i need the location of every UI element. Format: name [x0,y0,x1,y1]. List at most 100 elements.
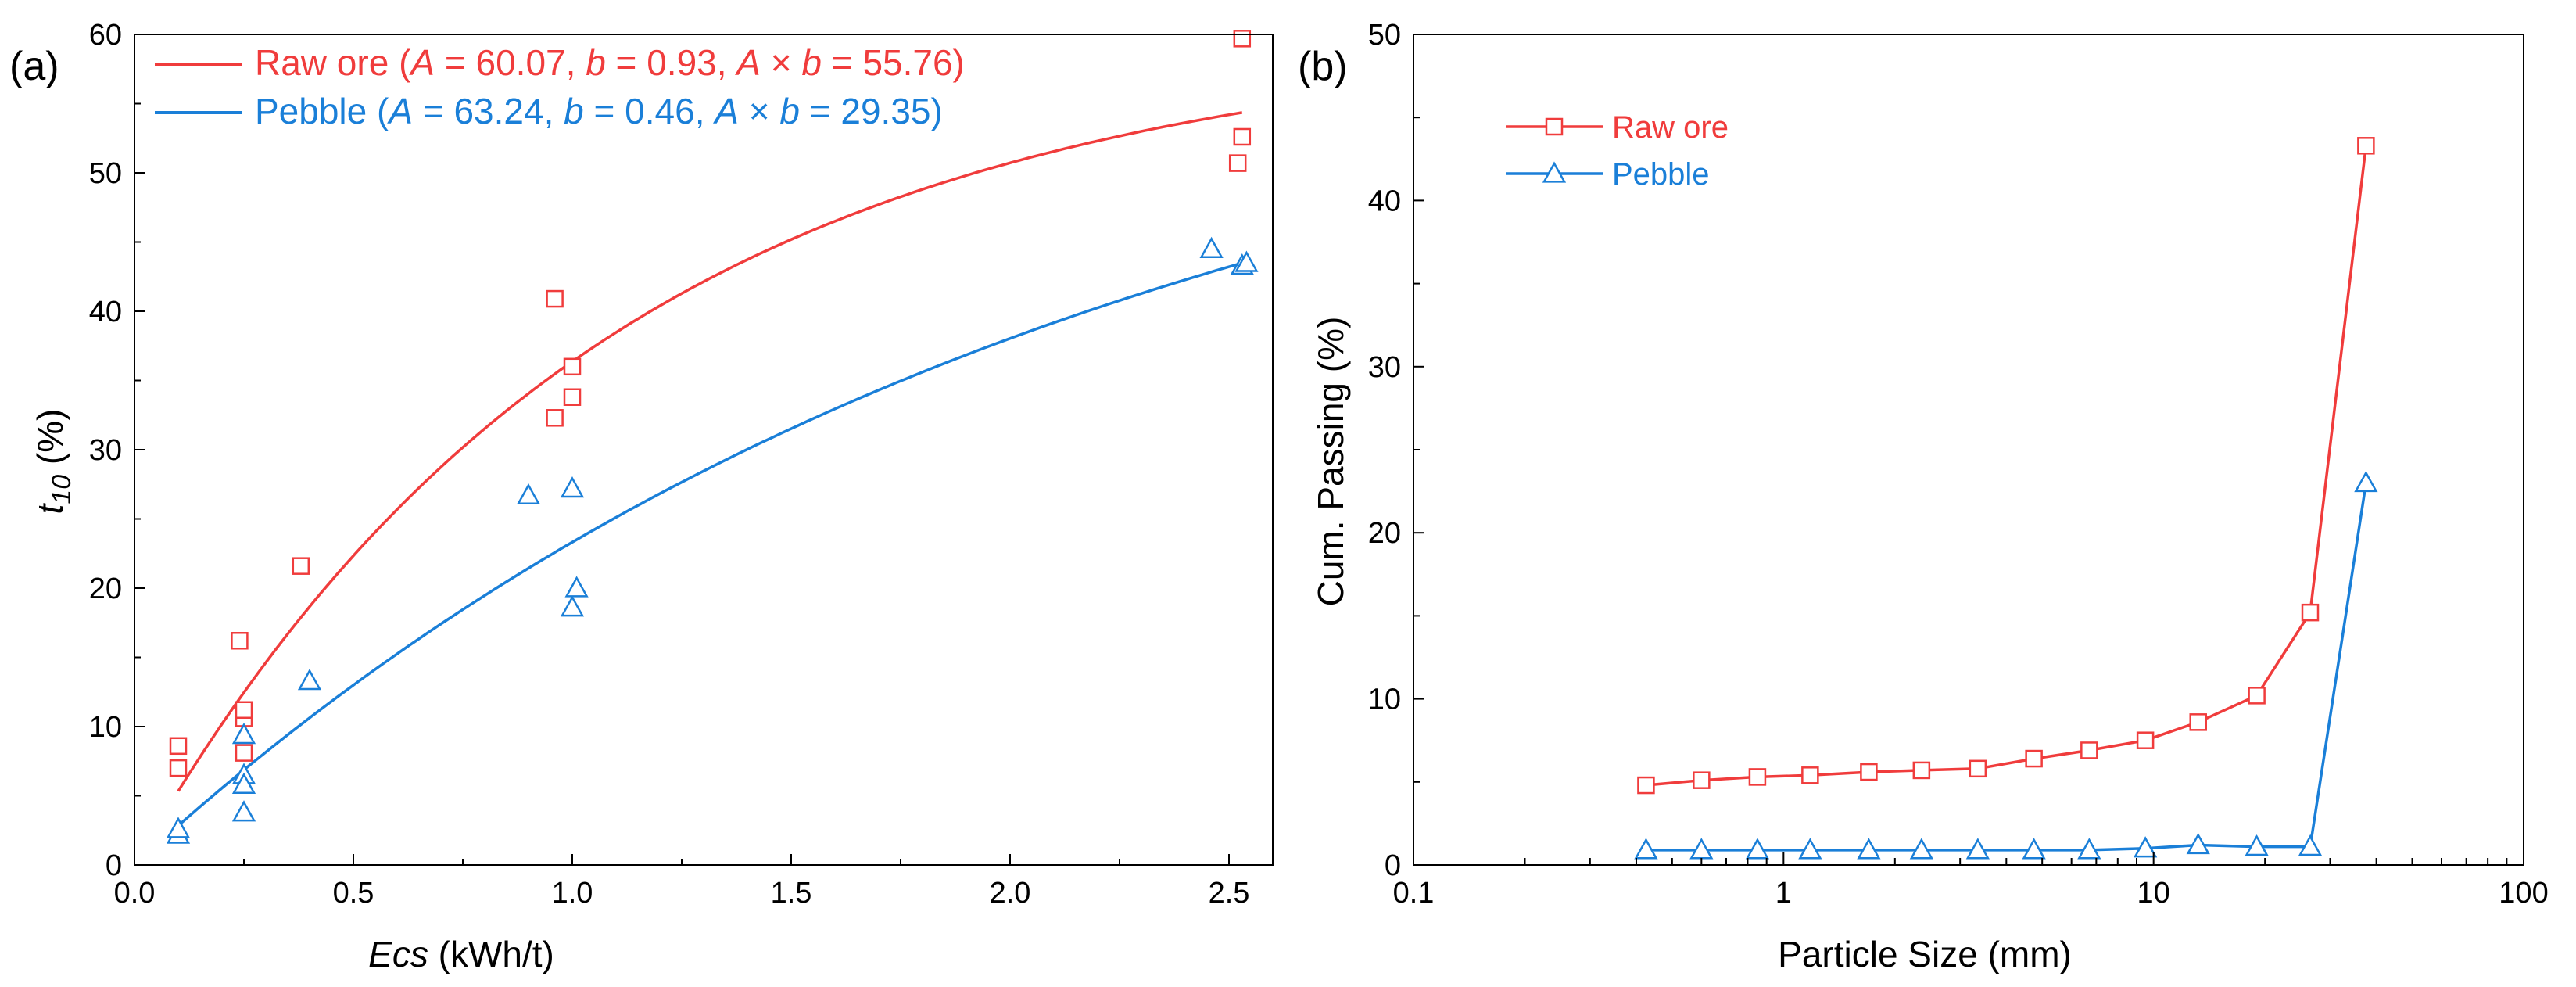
panel-b-point-pebble [2354,470,2378,493]
panel-a-legend-label-part: b [779,91,800,131]
panel-b-point-pebble [2186,832,2210,855]
panel-a-legend-label-part: = 63.24, [413,91,564,131]
panel-a-point-pebble [231,723,256,745]
panel-a-point-raw-ore [1233,127,1252,146]
panel-a-point-raw-ore [231,632,249,650]
panel-a-point-raw-ore [169,737,188,756]
panel-a-legend-label-part: A [734,42,761,83]
panel-b-data-points [1634,137,2378,860]
panel-b-point-pebble [2245,834,2269,856]
panel-a-label: (a) [9,44,59,89]
panel-b-x-axis-title: Particle Size (mm) [1778,934,2072,974]
panel-a-y-tick-label: 30 [89,434,122,467]
panel-a-y-axis-title: t10 (%) [30,409,77,515]
panel-b-legend: Raw ore Pebble [1506,110,1729,192]
panel-b-x-tick-label: 10 [2137,877,2170,910]
panel-a-y-axis-title-t: t [30,502,70,514]
panel-a-y-tick-label: 20 [89,572,122,605]
panel-a-point-raw-ore [1233,30,1252,48]
panel-b-point-pebble [2133,836,2158,858]
panel-a-point-raw-ore [546,289,564,308]
panel-a-legend-label-part: = 55.76) [822,42,965,83]
panel-a-x-tick-label: 0.5 [333,877,374,910]
panel-a-data-points [166,30,1259,844]
panel-b-point-raw-ore [2025,749,2043,768]
panel-b-x-tick-label: 0.1 [1393,877,1435,910]
panel-b-point-raw-ore [1860,763,1878,781]
panel-a-legend-label-part: Pebble ( [255,91,389,131]
panel-a-legend-label-part: = 60.07, [435,42,586,83]
panel-b-point-raw-ore [2248,687,2266,705]
panel-b-point-pebble [2298,834,2323,856]
panel-a-y-tick-label: 10 [89,711,122,744]
panel-a-point-pebble [516,483,541,505]
panel-a-legend-label-part: A [712,91,739,131]
panel-b-legend-label: Raw ore [1612,110,1729,145]
panel-a-point-raw-ore [169,759,188,777]
panel-a-point-pebble [564,576,589,598]
panel-a-point-raw-ore [235,701,253,720]
panel-b-point-raw-ore [1801,766,1819,784]
panel-a-point-pebble [166,817,191,838]
panel-b-legend-label: Pebble [1612,157,1710,192]
panel-b-legend-marker [1545,117,1564,136]
panel-b-point-pebble [2077,838,2101,860]
panel-a: (a) 0.0 0.5 1.0 1.5 2.0 2.5 0 10 20 30 40 50 60 Ecs … [9,19,1274,974]
panel-b-point-raw-ore [2189,713,2207,731]
panel-b-legend-marker [1542,161,1567,183]
panel-a-point-pebble [1199,236,1224,258]
panel-a-legend-label-part: A [386,91,413,131]
panel-b-series-lines [1646,145,2368,852]
panel-a-legend-label-part: = 0.46, [584,91,715,131]
panel-a-legend: Raw ore (A = 60.07, b = 0.93, A × b = 55… [155,42,965,131]
panel-a-ticks: 0.0 0.5 1.0 1.5 2.0 2.5 0 10 20 30 40 50 60 [89,19,1250,910]
panel-b-plot-frame [1413,34,2524,866]
panel-b-y-axis-title: Cum. Passing (%) [1310,317,1351,607]
panel-a-legend-label-part: × [761,42,801,83]
panel-a-point-pebble [560,476,585,498]
panel-a-fit-raw-ore [177,111,1243,792]
panel-b-point-pebble [2022,838,2046,860]
panel-b-point-pebble [1965,838,1990,860]
panel-b-point-pebble [1745,838,1770,860]
panel-a-legend-label-part: b [564,91,584,131]
panel-b-point-raw-ore [1748,768,1767,786]
panel-a-legend-label-part: = 0.93, [606,42,737,83]
panel-b-y-tick-label: 50 [1368,19,1401,52]
panel-a-point-raw-ore [235,744,253,762]
panel-b-point-raw-ore [1637,776,1655,795]
panel-a-y-axis-title-unit: (%) [30,409,70,475]
panel-a-x-axis-title: Ecs (kWh/t) [368,934,554,974]
panel-b-point-raw-ore [2136,731,2155,749]
panel-a-point-raw-ore [563,388,582,406]
panel-a-x-tick-label: 1.0 [552,877,593,910]
panel-b-point-pebble [1634,838,1658,860]
panel-b-label: (b) [1298,44,1348,89]
panel-b: (b) 0.1 1 10 100 0 10 20 30 40 50 Particle Size (… [1298,19,2549,974]
panel-b-y-tick-label: 10 [1368,684,1401,716]
panel-b-y-tick-label: 40 [1368,185,1401,217]
panel-a-fit-curves [177,111,1243,827]
panel-a-point-pebble [231,772,256,794]
panel-a-point-pebble [297,669,322,691]
panel-a-legend-label: Pebble (A = 63.24, b = 0.46, A × b = 29.… [255,91,943,131]
panel-b-y-tick-label: 20 [1368,517,1401,550]
panel-b-point-pebble [1857,838,1881,860]
panel-a-point-raw-ore [563,357,582,376]
panel-b-point-raw-ore [2301,603,2320,622]
panel-a-legend-label-part: × [739,91,779,131]
panel-b-y-tick-label: 30 [1368,351,1401,384]
panel-a-x-tick-label: 2.0 [990,877,1031,910]
panel-a-point-pebble [1234,250,1259,272]
panel-a-y-tick-label: 60 [89,19,122,52]
panel-a-y-tick-label: 40 [89,296,122,328]
panel-b-point-raw-ore [2080,741,2098,759]
panel-a-legend-label: Raw ore (A = 60.07, b = 0.93, A × b = 55… [255,42,965,83]
panel-a-point-pebble [231,800,256,822]
panel-a-point-raw-ore [546,409,564,427]
panel-a-legend-label-part: A [408,42,435,83]
panel-a-x-axis-title-unit: (kWh/t) [428,934,554,974]
panel-a-y-axis-title-sub: 10 [47,475,77,504]
panel-a-y-tick-label: 50 [89,157,122,190]
panel-b-point-pebble [1798,838,1822,860]
